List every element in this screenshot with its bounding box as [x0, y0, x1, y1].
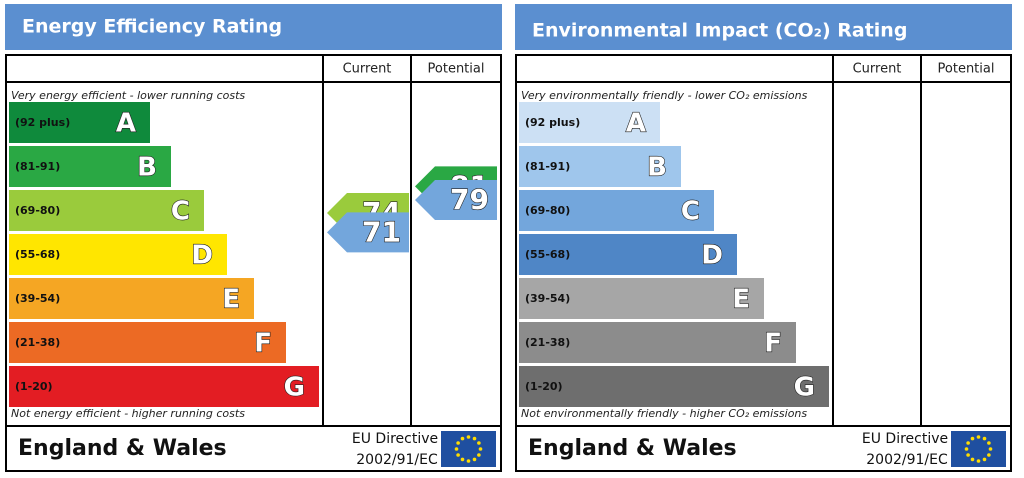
rating-arrow	[415, 180, 497, 220]
title-bar	[515, 4, 1012, 50]
directive-line: EU Directive	[352, 431, 438, 447]
eu-star	[976, 459, 981, 463]
band-range: (21-38)	[15, 336, 60, 349]
eu-star	[477, 453, 481, 457]
eu-star	[477, 441, 481, 445]
band-letter: E	[222, 285, 240, 315]
band-range: (39-54)	[15, 292, 60, 305]
eu-star	[988, 447, 993, 451]
column-header: Potential	[428, 62, 485, 77]
band-range: (21-38)	[525, 336, 570, 349]
band-range: (69-80)	[525, 204, 570, 217]
band	[9, 366, 319, 407]
top-note: Very environmentally friendly - lower CO…	[521, 89, 808, 102]
band-letter: A	[116, 109, 136, 139]
frame	[5, 54, 502, 472]
eu-star	[466, 459, 471, 463]
band-letter: F	[764, 329, 782, 359]
band	[9, 278, 254, 319]
eu-star	[987, 441, 991, 445]
band-letter: D	[191, 241, 213, 271]
footer-region: England & Wales	[528, 436, 737, 461]
eu-star	[460, 457, 465, 462]
band	[519, 102, 660, 143]
eu-star	[976, 435, 981, 439]
band-range: (81-91)	[525, 160, 570, 173]
band-letter: B	[137, 153, 157, 183]
column-header: Potential	[938, 62, 995, 77]
band-range: (81-91)	[15, 160, 60, 173]
band	[9, 102, 150, 143]
band-letter: F	[254, 329, 272, 359]
column-header: Current	[343, 62, 392, 77]
band-range: (69-80)	[15, 204, 60, 217]
band-range: (55-68)	[525, 248, 570, 261]
band	[519, 190, 714, 231]
band-range: (39-54)	[525, 292, 570, 305]
band-letter: C	[171, 197, 190, 227]
eu-star	[472, 436, 477, 441]
band-range: (1-20)	[15, 380, 53, 393]
band	[519, 322, 796, 363]
column-header: Current	[853, 62, 902, 77]
directive-line: EU Directive	[862, 431, 948, 447]
bottom-note: Not environmentally friendly - higher CO…	[521, 407, 807, 420]
eu-star	[970, 436, 975, 441]
band	[519, 146, 681, 187]
panel-title: Energy Efficiency Rating	[22, 16, 282, 38]
band	[519, 278, 764, 319]
band-letter: C	[681, 197, 700, 227]
band	[9, 322, 286, 363]
band-letter: E	[732, 285, 750, 315]
frame	[515, 54, 1012, 472]
band-letter: B	[647, 153, 667, 183]
rating-value: 71	[362, 215, 401, 248]
eu-star	[966, 441, 970, 445]
eu-star	[987, 453, 991, 457]
eu-star	[456, 441, 460, 445]
eu-star	[454, 447, 459, 451]
eu-star	[982, 457, 987, 462]
eu-star	[970, 457, 975, 462]
band-range: (55-68)	[15, 248, 60, 261]
band	[9, 146, 171, 187]
eu-star	[472, 457, 477, 462]
band-range: (92 plus)	[15, 116, 70, 129]
top-note: Very energy efficient - lower running co…	[11, 89, 245, 102]
directive-line: 2002/91/EC	[356, 452, 438, 468]
title-bar	[5, 4, 502, 50]
band	[519, 366, 829, 407]
eu-star	[478, 447, 483, 451]
eu-star	[460, 436, 465, 441]
band	[9, 190, 204, 231]
rating-arrow	[327, 212, 409, 253]
eu-star	[466, 435, 471, 439]
eu-star	[964, 447, 969, 451]
band	[9, 234, 227, 275]
band-range: (1-20)	[525, 380, 563, 393]
eu-star	[982, 436, 987, 441]
eu-star	[456, 453, 460, 457]
band-letter: D	[701, 241, 723, 271]
band-letter: A	[626, 109, 646, 139]
rating-value: 79	[450, 183, 489, 216]
band	[519, 234, 737, 275]
bottom-note: Not energy efficient - higher running co…	[11, 407, 245, 420]
band-letter: G	[284, 373, 305, 403]
band-range: (92 plus)	[525, 116, 580, 129]
footer-region: England & Wales	[18, 436, 227, 461]
eu-star	[966, 453, 970, 457]
directive-line: 2002/91/EC	[866, 452, 948, 468]
panel-title: Environmental Impact (CO₂) Rating	[532, 20, 907, 42]
band-letter: G	[794, 373, 815, 403]
